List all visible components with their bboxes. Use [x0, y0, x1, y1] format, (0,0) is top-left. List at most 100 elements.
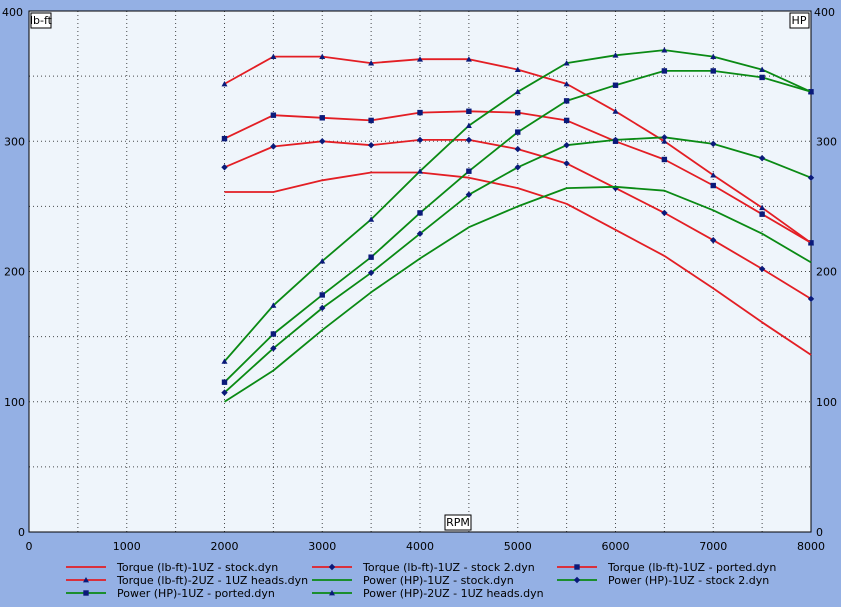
data-point-square [759, 74, 765, 81]
data-point-square [759, 211, 765, 217]
data-point-square [515, 129, 521, 135]
data-point-triangle [563, 80, 570, 87]
x-tick-label: 5000 [504, 540, 532, 553]
data-point-square [710, 68, 716, 74]
series-layer [221, 47, 815, 403]
y-tick-label-left: 400 [2, 6, 23, 19]
data-point-triangle [319, 53, 326, 59]
x-tick-label: 0 [26, 540, 33, 553]
y-tick-label-right: 0 [816, 526, 823, 539]
y-axis-left-label: lb-ft [30, 14, 53, 27]
legend-item: Power (HP)-1UZ - ported.dyn [66, 587, 275, 600]
data-point-triangle [270, 302, 277, 308]
data-point-triangle [319, 258, 326, 264]
data-point-square [221, 379, 228, 385]
data-point-square [319, 115, 325, 121]
data-point-square [221, 135, 228, 142]
legend-label: Power (HP)-1UZ - stock.dyn [363, 574, 514, 587]
data-point-square [515, 109, 521, 116]
legend-label: Torque (lb-ft)-1UZ - stock.dyn [116, 561, 278, 574]
y-tick-label-left: 100 [4, 396, 25, 409]
data-point-triangle [465, 56, 472, 62]
data-point-square [574, 564, 580, 570]
series-1 [224, 171, 812, 356]
data-point-square [466, 108, 472, 114]
legend-item: Power (HP)-2UZ - 1UZ heads.dyn [312, 587, 544, 600]
legend-label: Power (HP)-1UZ - stock 2.dyn [608, 574, 769, 587]
data-point-triangle [417, 56, 423, 62]
data-point-square [368, 117, 374, 124]
data-point-diamond [710, 140, 717, 148]
data-point-diamond [221, 164, 228, 171]
legend-item: Power (HP)-1UZ - stock 2.dyn [557, 574, 769, 587]
legend-label: Power (HP)-1UZ - ported.dyn [117, 587, 275, 600]
data-point-diamond [573, 576, 581, 584]
series-line [224, 185, 812, 403]
x-tick-label: 2000 [211, 540, 239, 553]
data-point-square [563, 117, 570, 124]
data-point-triangle [514, 66, 521, 73]
data-point-triangle [221, 80, 228, 87]
data-point-square [417, 210, 423, 216]
data-point-diamond [758, 154, 766, 162]
data-point-triangle [368, 60, 375, 66]
data-point-square [612, 82, 619, 88]
data-point-square [270, 112, 277, 118]
x-tick-label: 4000 [406, 540, 434, 553]
data-point-triangle [514, 88, 521, 95]
data-point-diamond [563, 160, 570, 167]
data-point-triangle [368, 216, 375, 222]
data-point-triangle [612, 108, 619, 114]
legend-label: Torque (lb-ft)-1UZ - ported.dyn [607, 561, 776, 574]
legend: Torque (lb-ft)-1UZ - stock.dyn Torque (lb… [66, 561, 776, 600]
y-tick-label-left: 300 [4, 135, 25, 148]
data-point-square [417, 109, 423, 116]
data-point-triangle [83, 577, 89, 583]
data-point-diamond [807, 174, 815, 181]
data-point-triangle [710, 172, 717, 178]
data-point-square [661, 68, 668, 74]
data-point-diamond [563, 141, 570, 149]
series-line [224, 171, 812, 356]
data-point-triangle [563, 60, 570, 66]
data-point-triangle [270, 53, 277, 59]
x-axis-label: RPM [446, 516, 470, 529]
data-point-diamond [367, 269, 375, 277]
data-point-diamond [416, 230, 424, 237]
data-point-triangle [808, 239, 814, 246]
y-axis-right-label-box: HP [789, 12, 810, 29]
data-point-square [710, 182, 716, 189]
series-4 [221, 53, 814, 246]
data-point-diamond [319, 304, 326, 312]
data-point-triangle [661, 47, 668, 53]
data-point-diamond [221, 389, 228, 396]
series-8 [221, 47, 814, 364]
data-point-diamond [367, 141, 375, 149]
legend-item: Torque (lb-ft)-1UZ - stock 2.dyn [312, 561, 535, 574]
legend-item: Power (HP)-1UZ - stock.dyn [312, 574, 514, 587]
legend-label: Torque (lb-ft)-2UZ - 1UZ heads.dyn [116, 574, 308, 587]
x-tick-label: 6000 [602, 540, 630, 553]
data-point-triangle [417, 168, 423, 174]
data-point-diamond [514, 164, 521, 171]
y-axis-left-label-box: lb-ft [30, 12, 53, 29]
y-tick-label-right: 200 [816, 266, 837, 279]
y-tick-label-right: 100 [816, 396, 837, 409]
data-point-triangle [329, 590, 335, 596]
data-point-diamond [270, 345, 277, 352]
data-point-triangle [661, 138, 668, 144]
data-point-diamond [661, 209, 668, 217]
data-point-diamond [465, 191, 473, 198]
data-point-diamond [758, 265, 766, 273]
data-point-diamond [661, 134, 668, 141]
data-point-square [83, 590, 89, 596]
legend-item: Torque (lb-ft)-1UZ - ported.dyn [557, 561, 776, 574]
data-point-triangle [808, 88, 814, 95]
x-tick-label: 1000 [113, 540, 141, 553]
data-point-diamond [319, 138, 326, 145]
data-point-triangle [759, 204, 766, 211]
data-point-square [661, 156, 668, 163]
data-point-triangle [710, 53, 717, 59]
